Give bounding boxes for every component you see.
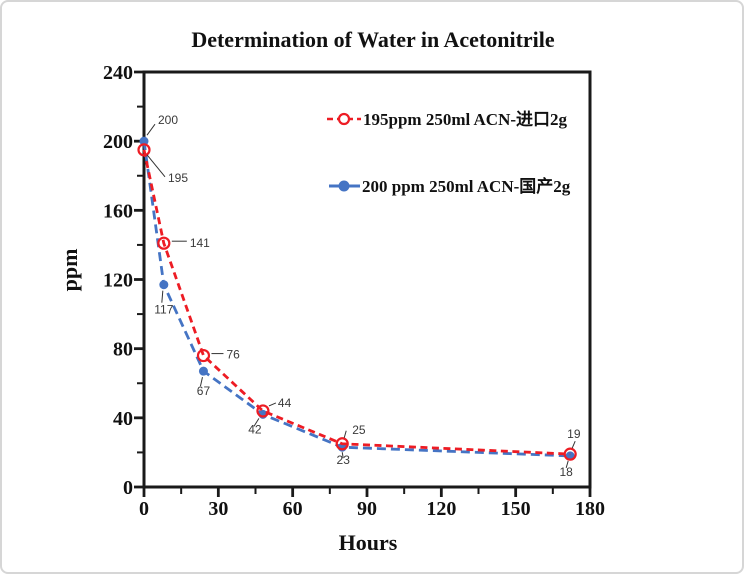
y-axis-title: ppm	[57, 249, 82, 292]
data-label-leader-line	[253, 418, 260, 427]
data-point-label: 141	[190, 236, 210, 250]
plot-area	[142, 70, 592, 489]
data-point-marker	[335, 437, 349, 451]
data-label-leader-line	[341, 452, 344, 459]
data-label-leader-line	[565, 460, 569, 469]
plot-border	[142, 70, 592, 489]
x-axis-title: Hours	[339, 530, 398, 555]
y-tick-label: 0	[123, 477, 133, 499]
x-tick-label: 150	[501, 498, 531, 520]
data-point-label: 44	[278, 396, 292, 410]
legend-label-domestic: 200 ppm 250ml ACN-国产2g	[362, 176, 571, 196]
y-tick-label: 160	[103, 200, 133, 222]
data-point-marker	[198, 366, 208, 376]
series-layer: 200 117 67 42 23 18 195 141 76 44 25 19	[137, 113, 581, 479]
data-point-label: 200	[158, 113, 178, 127]
data-label-leader-line	[146, 154, 166, 178]
data-label-leader-line	[199, 377, 203, 387]
y-tick-label: 40	[113, 408, 133, 430]
data-point-marker	[159, 280, 169, 290]
data-label-leader-line	[161, 290, 164, 303]
data-point-label: 23	[337, 453, 351, 467]
data-point-label: 76	[226, 348, 240, 362]
data-label-leader-line	[268, 402, 277, 407]
y-tick-label: 80	[113, 339, 133, 361]
y-tick-label: 120	[103, 270, 133, 292]
series-line-0	[142, 149, 571, 456]
data-point-marker	[196, 348, 211, 363]
data-label-leader-line	[571, 440, 576, 449]
data-point-label: 18	[559, 465, 573, 479]
legend-marker-circle-imported	[337, 112, 351, 126]
x-tick-label: 30	[208, 498, 228, 520]
axis-ticks: 0 30 60 90 120 150 180 0 40 80 120 160 200 240	[103, 62, 605, 520]
x-tick-label: 120	[426, 498, 456, 520]
series-line-1	[142, 141, 571, 458]
legend-marker-circle-domestic	[338, 180, 350, 192]
data-point-label: 25	[352, 423, 366, 437]
data-point-marker	[256, 404, 270, 418]
data-point-label: 67	[197, 384, 211, 398]
data-point-label: 117	[154, 303, 173, 317]
data-label-leader-line	[343, 430, 347, 438]
legend-entry-imported: 195ppm 250ml ACN-进口2g	[327, 110, 568, 129]
data-point-label: 195	[168, 171, 188, 185]
data-point-label: 19	[567, 427, 581, 441]
x-tick-label: 180	[575, 498, 605, 520]
data-point-marker	[157, 236, 171, 250]
x-tick-label: 60	[283, 498, 303, 520]
data-point-marker	[139, 136, 149, 146]
y-tick-label: 240	[103, 62, 133, 84]
data-label-leader-line	[146, 123, 156, 136]
chart-title: Determination of Water in Acetonitrile	[191, 27, 555, 52]
data-point-label: 42	[248, 422, 262, 436]
y-tick-label: 200	[103, 131, 133, 153]
data-point-marker	[137, 143, 151, 157]
data-point-marker	[563, 447, 577, 461]
legend-entry-domestic: 200 ppm 250ml ACN-国产2g	[329, 176, 571, 196]
x-tick-label: 90	[357, 498, 377, 520]
legend: 195ppm 250ml ACN-进口2g 200 ppm 250ml ACN-…	[327, 110, 571, 196]
x-tick-label: 0	[139, 498, 149, 520]
legend-label-imported: 195ppm 250ml ACN-进口2g	[363, 110, 568, 129]
